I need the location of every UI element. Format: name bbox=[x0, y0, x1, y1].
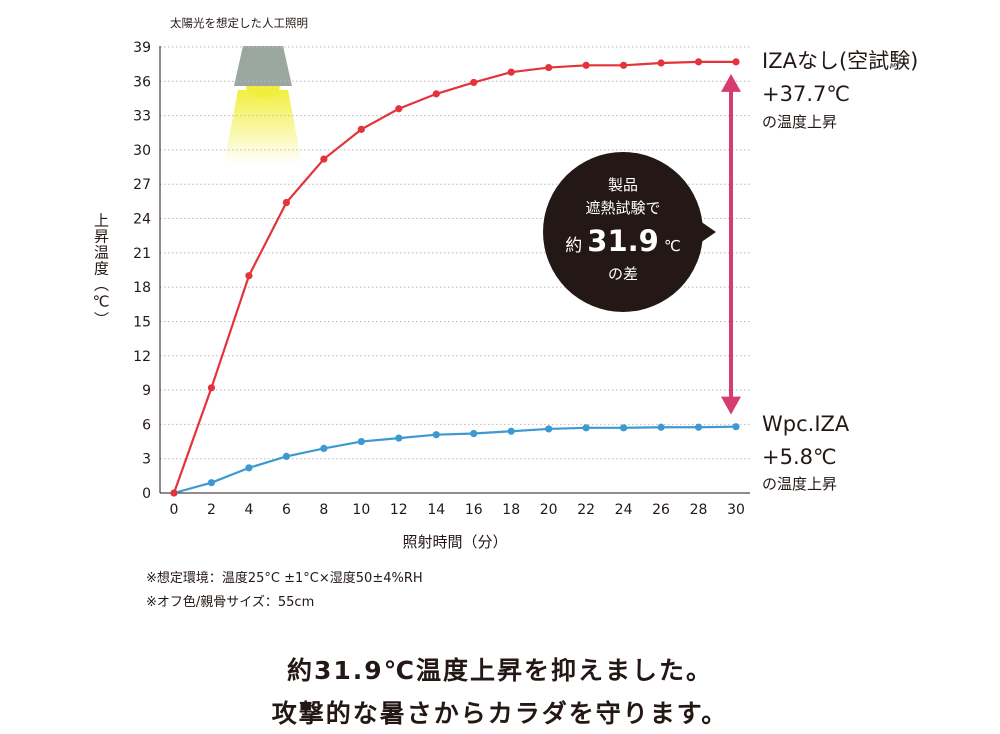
bubble-prefix: 約 bbox=[565, 236, 582, 256]
x-tick-label: 6 bbox=[282, 502, 291, 518]
data-point-no-iza bbox=[170, 489, 178, 497]
label-wpc-iza: Wpc.IZA +5.8℃ の温度上昇 bbox=[762, 412, 850, 493]
environment-note: ※想定環境：温度25°C ±1°C×湿度50±4%RH bbox=[146, 571, 423, 586]
y-tick-label: 39 bbox=[133, 40, 151, 56]
data-point-no-iza bbox=[657, 59, 665, 67]
series-line-no-iza bbox=[172, 60, 736, 494]
x-tick-label: 4 bbox=[244, 502, 253, 518]
label-no-iza-delta: +37.7℃ bbox=[762, 82, 850, 106]
label-no-iza-name: IZAなし(空試験) bbox=[762, 49, 918, 73]
x-tick-label: 30 bbox=[727, 502, 745, 518]
headline-line-2: 攻撃的な暑さからカラダを守ります。 bbox=[271, 699, 729, 728]
data-point-wpc-iza bbox=[282, 452, 290, 461]
data-point-wpc-iza bbox=[732, 423, 740, 431]
bubble-value-line: 約 31.9 ℃ bbox=[565, 224, 681, 258]
x-tick-label: 8 bbox=[319, 502, 328, 518]
x-tick-label: 22 bbox=[577, 502, 595, 518]
data-point-no-iza bbox=[732, 58, 740, 66]
bubble-line-2: 遮熱試験で bbox=[585, 199, 660, 217]
difference-bubble: 製品 遮熱試験で 約 31.9 ℃ の差 bbox=[543, 152, 716, 312]
y-tick-label: 18 bbox=[133, 280, 151, 296]
y-tick-label: 30 bbox=[133, 143, 151, 159]
bubble-suffix: の差 bbox=[608, 265, 638, 283]
bubble-value: 31.9 bbox=[587, 224, 659, 258]
data-point-wpc-iza bbox=[320, 444, 328, 452]
x-axis-title: 照射時間（分） bbox=[402, 533, 507, 551]
data-point-wpc-iza bbox=[470, 429, 478, 438]
y-tick-label: 27 bbox=[133, 177, 151, 193]
x-tick-label: 26 bbox=[652, 502, 670, 518]
label-wpc-iza-name: Wpc.IZA bbox=[762, 412, 850, 436]
size-note: ※オフ色/親骨サイズ：55cm bbox=[146, 595, 315, 610]
y-tick-label: 24 bbox=[133, 212, 151, 228]
data-point-no-iza bbox=[582, 61, 590, 69]
x-tick-label: 14 bbox=[427, 502, 445, 518]
x-tick-label: 0 bbox=[170, 502, 179, 518]
x-tick-label: 20 bbox=[540, 502, 558, 518]
series bbox=[170, 58, 740, 497]
data-point-wpc-iza bbox=[357, 437, 365, 446]
y-tick-label: 0 bbox=[142, 486, 151, 502]
data-point-no-iza bbox=[470, 78, 478, 87]
bubble-unit: ℃ bbox=[664, 237, 681, 255]
data-point-no-iza bbox=[207, 384, 216, 392]
y-axis-title: 上昇温度（℃） bbox=[92, 213, 110, 328]
data-point-no-iza bbox=[545, 63, 553, 72]
x-tick-labels: 0 2 4 6 8 10 12 14 16 18 20 22 24 26 28 30 bbox=[170, 502, 745, 518]
x-tick-label: 18 bbox=[502, 502, 520, 518]
label-wpc-iza-caption: の温度上昇 bbox=[762, 475, 837, 493]
data-point-no-iza bbox=[357, 125, 365, 133]
y-tick-label: 21 bbox=[133, 246, 151, 262]
data-point-no-iza bbox=[320, 155, 328, 163]
data-point-wpc-iza bbox=[207, 479, 216, 487]
x-tick-label: 2 bbox=[207, 502, 216, 518]
data-point-no-iza bbox=[432, 90, 440, 98]
headline-line-1: 約31.9℃温度上昇を抑えました。 bbox=[287, 656, 713, 685]
y-tick-label: 6 bbox=[142, 417, 151, 433]
data-point-wpc-iza bbox=[507, 427, 515, 435]
x-tick-label: 10 bbox=[352, 502, 370, 518]
y-tick-label: 3 bbox=[142, 452, 151, 468]
y-tick-label: 12 bbox=[133, 349, 151, 365]
data-point-wpc-iza bbox=[620, 424, 628, 432]
data-point-no-iza bbox=[620, 61, 628, 69]
difference-arrow-head-bottom bbox=[721, 396, 741, 415]
y-tick-label: 33 bbox=[133, 109, 151, 125]
x-tick-label: 24 bbox=[615, 502, 633, 518]
x-tick-label: 28 bbox=[690, 502, 708, 518]
data-point-no-iza bbox=[282, 198, 290, 207]
lamp-illustration: 太陽光を想定した人工照明 bbox=[170, 16, 308, 164]
y-tick-label: 9 bbox=[142, 383, 151, 399]
data-point-no-iza bbox=[395, 105, 403, 113]
y-tick-label: 36 bbox=[133, 74, 151, 90]
data-point-wpc-iza bbox=[432, 431, 440, 439]
lamp-light-beam bbox=[224, 90, 302, 164]
label-no-iza: IZAなし(空試験) +37.7℃ の温度上昇 bbox=[762, 49, 918, 131]
axes bbox=[159, 46, 750, 494]
data-point-no-iza bbox=[694, 58, 703, 66]
difference-arrow-head-top bbox=[721, 73, 741, 92]
data-point-wpc-iza bbox=[245, 464, 253, 472]
data-point-wpc-iza bbox=[395, 434, 403, 442]
label-no-iza-caption: の温度上昇 bbox=[762, 113, 837, 131]
data-point-wpc-iza bbox=[582, 424, 590, 432]
data-point-wpc-iza bbox=[545, 425, 553, 433]
x-tick-label: 16 bbox=[465, 502, 483, 518]
series-line-wpc-iza bbox=[173, 425, 737, 495]
bubble-circle bbox=[543, 152, 703, 312]
label-wpc-iza-delta: +5.8℃ bbox=[762, 445, 837, 469]
difference-arrow bbox=[721, 73, 741, 415]
bubble-line-1: 製品 bbox=[608, 176, 638, 194]
lamp-shade-icon bbox=[234, 46, 292, 86]
data-point-no-iza bbox=[245, 272, 253, 280]
x-tick-label: 12 bbox=[390, 502, 408, 518]
data-point-wpc-iza bbox=[657, 423, 665, 431]
data-point-wpc-iza bbox=[694, 423, 703, 431]
bubble-pointer bbox=[700, 221, 716, 243]
y-tick-label: 15 bbox=[133, 314, 151, 330]
lamp-caption: 太陽光を想定した人工照明 bbox=[170, 16, 308, 30]
data-point-no-iza bbox=[507, 68, 515, 76]
